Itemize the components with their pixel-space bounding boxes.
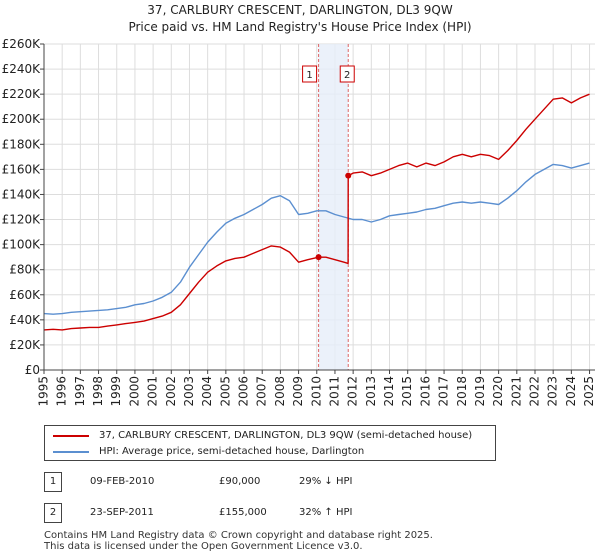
y-tick-label: £260K [2, 37, 42, 51]
transaction-number-badge: 1 [44, 472, 62, 492]
x-tick-label: 1997 [73, 376, 87, 407]
transaction-hpi-change: 32% ↑ HPI [299, 507, 353, 518]
x-tick-label: 2016 [418, 376, 432, 407]
x-tick-label: 2009 [291, 376, 305, 407]
y-tick-label: £160K [2, 162, 42, 176]
x-tick-label: 2007 [255, 376, 269, 407]
x-tick-label: 2018 [455, 376, 469, 407]
x-tick-label: 2022 [527, 376, 541, 407]
y-tick-label: £180K [2, 137, 42, 151]
sale-label-1: 1 [306, 70, 312, 81]
y-tick-label: £40K [9, 313, 41, 327]
x-tick-label: 2020 [491, 376, 505, 407]
x-tick-label: 2021 [509, 376, 523, 407]
legend-entry-hpi: HPI: Average price, semi-detached house,… [53, 444, 364, 460]
transaction-date: 09-FEB-2010 [90, 476, 155, 487]
y-tick-label: £60K [9, 288, 41, 302]
y-tick-label: £140K [2, 187, 42, 201]
x-tick-label: 2013 [364, 376, 378, 407]
x-tick-label: 2003 [182, 376, 196, 407]
sale-point-1 [315, 254, 322, 261]
x-tick-label: 1996 [55, 376, 69, 407]
x-tick-label: 2012 [346, 376, 360, 407]
x-tick-label: 1999 [109, 376, 123, 407]
y-tick-label: £0 [25, 363, 40, 377]
hpi-series-line [43, 162, 590, 315]
y-tick-label: £200K [2, 112, 42, 126]
legend-label-property: 37, CARLBURY CRESCENT, DARLINGTON, DL3 9… [99, 430, 473, 441]
legend-entry-property: 37, CARLBURY CRESCENT, DARLINGTON, DL3 9… [53, 428, 472, 444]
x-tick-label: 2019 [473, 376, 487, 407]
transaction-price: £155,000 [219, 507, 267, 518]
transaction-row: 2 23-SEP-2011 £155,000 32% ↑ HPI [44, 503, 584, 523]
x-tick-label: 2008 [273, 376, 287, 407]
shaded-ownership-period [318, 44, 349, 370]
x-tick-label: 2004 [200, 376, 214, 407]
x-tick-label: 1998 [91, 376, 105, 407]
y-tick-label: £240K [2, 62, 42, 76]
y-tick-label: £80K [9, 263, 41, 277]
price-chart: 1 2 £0 £20K £40K £60K £80K £100K £120K £140K £160… [2, 37, 596, 407]
chart-title-line2: Price paid vs. HM Land Registry's House … [128, 20, 472, 34]
x-tick-label: 2025 [582, 376, 596, 407]
x-tick-label: 2023 [546, 376, 560, 407]
x-tick-label: 2006 [237, 376, 251, 407]
x-tick-label: 2014 [382, 376, 396, 407]
sale-label-2: 2 [344, 70, 350, 81]
x-tick-label: 2001 [146, 376, 160, 407]
sale-point-2 [345, 172, 352, 179]
legend-swatch-property [53, 435, 89, 437]
chart-legend: 37, CARLBURY CRESCENT, DARLINGTON, DL3 9… [44, 425, 496, 461]
sale-label-box-1 [302, 65, 318, 83]
transaction-price: £90,000 [219, 476, 261, 487]
x-tick-label: 2011 [327, 376, 341, 407]
x-tick-label: 2024 [564, 376, 578, 407]
y-tick-label: £220K [2, 87, 42, 101]
x-tick-label: 2002 [164, 376, 178, 407]
footer-line1: Contains HM Land Registry data © Crown c… [44, 530, 433, 541]
x-tick-label: 2017 [437, 376, 451, 407]
sale-label-box-2 [339, 65, 355, 83]
footer-attribution: Contains HM Land Registry data © Crown c… [44, 530, 433, 552]
x-tick-label: 2000 [127, 376, 141, 407]
x-tick-label: 1995 [37, 376, 51, 407]
legend-swatch-hpi [53, 451, 89, 453]
y-tick-label: £100K [2, 238, 42, 252]
x-tick-label: 2005 [218, 376, 232, 407]
x-tick-label: 2015 [400, 376, 414, 407]
y-tick-label: £20K [9, 338, 41, 352]
transaction-number-badge: 2 [44, 503, 62, 523]
footer-line2: This data is licensed under the Open Gov… [44, 541, 363, 552]
transaction-row: 1 09-FEB-2010 £90,000 29% ↓ HPI [44, 472, 584, 492]
property-series-line [43, 93, 590, 331]
x-tick-label: 2010 [309, 376, 323, 407]
transaction-date: 23-SEP-2011 [90, 507, 154, 518]
legend-label-hpi: HPI: Average price, semi-detached house,… [99, 446, 365, 457]
y-tick-label: £120K [2, 213, 42, 227]
transaction-hpi-change: 29% ↓ HPI [299, 476, 353, 487]
chart-title-line1: 37, CARLBURY CRESCENT, DARLINGTON, DL3 9… [147, 3, 453, 17]
